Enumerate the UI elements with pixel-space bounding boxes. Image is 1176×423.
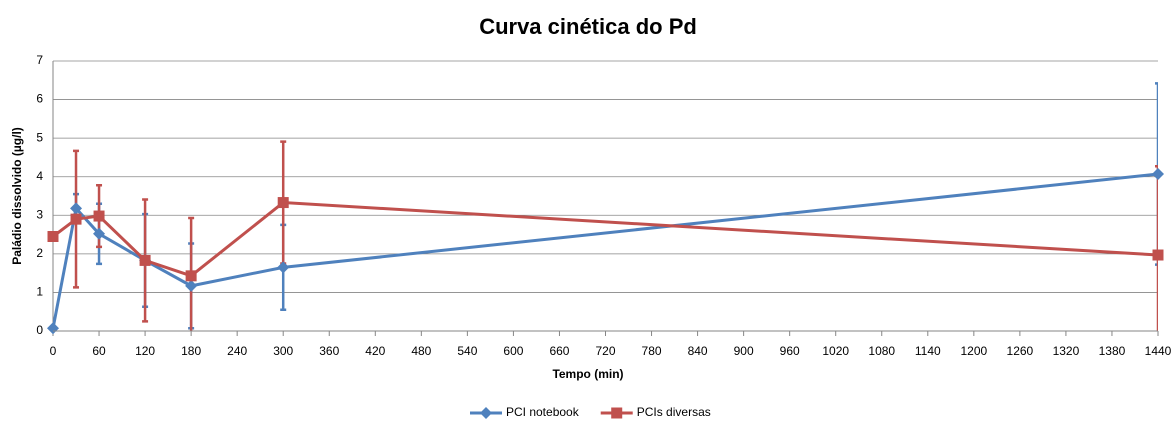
error-bar bbox=[1155, 165, 1158, 331]
marker bbox=[185, 270, 197, 282]
x-tick-label: 300 bbox=[273, 344, 293, 358]
series-line bbox=[53, 172, 1158, 329]
x-tick-label: 1200 bbox=[960, 344, 987, 358]
x-tick-label: 240 bbox=[227, 344, 247, 358]
x-tick-label: 480 bbox=[411, 344, 431, 358]
y-tick-label: 7 bbox=[36, 53, 43, 67]
y-tick-label: 5 bbox=[36, 130, 43, 144]
x-tick-label: 660 bbox=[549, 344, 569, 358]
x-tick-label: 1380 bbox=[1099, 344, 1126, 358]
x-tick-label: 1140 bbox=[915, 344, 941, 358]
marker bbox=[139, 254, 151, 266]
x-tick-label: 840 bbox=[688, 344, 708, 358]
y-tick-label: 4 bbox=[36, 169, 43, 183]
marker bbox=[70, 202, 83, 215]
x-tick-label: 780 bbox=[642, 344, 662, 358]
marker bbox=[93, 210, 105, 222]
x-tick-label: 960 bbox=[780, 344, 800, 358]
chart-title: Curva cinética do Pd bbox=[479, 14, 697, 39]
marker bbox=[47, 231, 59, 242]
marker bbox=[47, 322, 59, 335]
x-tick-label: 1440 bbox=[1145, 344, 1172, 358]
x-tick-label: 1320 bbox=[1053, 344, 1080, 358]
legend-label: PCIs diversas bbox=[637, 405, 711, 419]
y-tick-label: 1 bbox=[36, 285, 43, 299]
y-tick-label: 2 bbox=[36, 246, 43, 260]
y-tick-label: 0 bbox=[36, 323, 43, 337]
x-tick-label: 1080 bbox=[868, 344, 895, 358]
x-tick-label: 1020 bbox=[822, 344, 849, 358]
marker bbox=[611, 407, 623, 419]
x-tick-label: 360 bbox=[319, 344, 339, 358]
marker bbox=[277, 261, 290, 274]
x-axis-title: Tempo (min) bbox=[552, 367, 623, 381]
x-tick-label: 180 bbox=[181, 344, 201, 358]
x-tick-label: 1260 bbox=[1007, 344, 1034, 358]
x-tick-label: 420 bbox=[365, 344, 385, 358]
y-axis-title: Paládio dissolvido (µg/l) bbox=[10, 127, 24, 265]
series-line bbox=[53, 201, 1158, 278]
x-tick-label: 60 bbox=[92, 344, 106, 358]
x-tick-label: 900 bbox=[734, 344, 754, 358]
marker bbox=[480, 407, 492, 419]
marker bbox=[185, 279, 198, 292]
marker bbox=[70, 213, 82, 225]
legend-item: PCIs diversas bbox=[600, 405, 711, 419]
legend-label: PCI notebook bbox=[506, 405, 580, 419]
marker bbox=[1152, 249, 1164, 261]
error-bar bbox=[1155, 82, 1158, 266]
plot-area bbox=[53, 82, 1158, 331]
marker bbox=[1152, 168, 1164, 181]
marker bbox=[277, 197, 289, 209]
x-tick-label: 120 bbox=[135, 344, 155, 358]
marker bbox=[93, 227, 106, 240]
y-tick-label: 3 bbox=[36, 207, 43, 221]
x-tick-label: 0 bbox=[50, 344, 57, 358]
y-tick-label: 6 bbox=[36, 92, 43, 106]
x-tick-label: 540 bbox=[457, 344, 477, 358]
legend-item: PCI notebook bbox=[470, 405, 580, 419]
x-tick-label: 600 bbox=[503, 344, 523, 358]
x-tick-label: 720 bbox=[595, 344, 615, 358]
